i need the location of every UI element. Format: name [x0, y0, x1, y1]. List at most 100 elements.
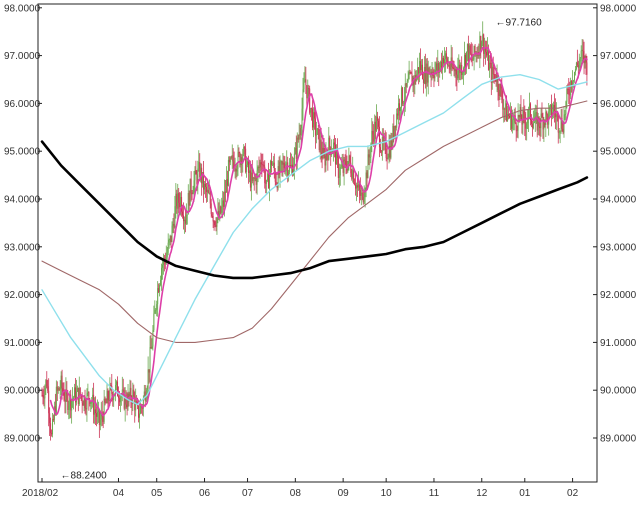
candle-body	[579, 58, 581, 62]
candle-body	[56, 386, 58, 391]
candle-body	[287, 162, 289, 176]
y-tick-label-left: 97.0000	[4, 51, 41, 62]
candle-body	[566, 89, 568, 102]
candle-body	[257, 167, 259, 171]
candle-body	[304, 79, 306, 83]
candle-body	[458, 64, 460, 72]
candle-body	[175, 193, 177, 207]
candle-body	[399, 103, 401, 111]
candle-body	[45, 380, 47, 389]
candle-body	[245, 148, 247, 172]
candle-body	[537, 116, 539, 131]
candle-body	[377, 116, 379, 121]
candle-body	[68, 405, 70, 410]
candle-body	[568, 89, 570, 95]
candle-body	[452, 67, 454, 68]
candle-body	[156, 304, 158, 310]
y-tick-label-right: 98.0000	[600, 3, 637, 14]
candle-body	[486, 50, 488, 56]
candle-body	[446, 58, 448, 66]
candle-body	[219, 206, 221, 219]
candle-body	[341, 164, 343, 167]
candle-body	[170, 235, 172, 242]
candle-body	[472, 59, 474, 61]
candle-body	[356, 185, 358, 189]
candle-body	[91, 402, 93, 403]
extreme-value-annotation: ←97.7160	[496, 17, 543, 28]
candle-body	[229, 157, 231, 163]
candle-body	[397, 113, 399, 116]
candle-body	[407, 79, 409, 82]
candle-body	[264, 166, 266, 184]
candle-body	[398, 103, 400, 116]
candle-body	[117, 381, 119, 397]
candle-body	[51, 433, 53, 435]
candle-body	[178, 193, 180, 203]
candle-body	[317, 128, 319, 130]
y-tick-label-right: 92.0000	[600, 290, 637, 301]
candle-body	[575, 62, 577, 70]
candle-body	[230, 157, 232, 159]
candle-body	[567, 89, 569, 90]
candle-body	[335, 150, 337, 165]
candle-body	[489, 62, 491, 64]
candle-body	[108, 400, 110, 402]
candle-body	[95, 413, 97, 417]
candle-body	[329, 137, 331, 148]
candle-body	[532, 123, 534, 128]
candle-body	[340, 166, 342, 168]
candle-body	[281, 161, 283, 165]
candle-body	[424, 66, 426, 85]
candle-body	[199, 162, 201, 178]
candle-body	[299, 134, 301, 136]
candle-body	[234, 168, 236, 170]
candle-body	[269, 172, 271, 189]
candle-body	[511, 120, 513, 129]
candle-body	[290, 165, 292, 168]
candle-body	[336, 150, 338, 158]
candle-body	[362, 193, 364, 203]
candle-body	[142, 398, 144, 409]
candle-body	[152, 330, 154, 347]
candle-body	[488, 62, 490, 70]
y-tick-label-right: 90.0000	[600, 386, 637, 397]
candle-body	[148, 369, 150, 373]
candle-body	[453, 67, 455, 72]
candle-body	[258, 167, 260, 168]
candle-body	[491, 66, 493, 83]
candle-body	[93, 394, 95, 415]
candle-body	[244, 146, 246, 149]
candle-body	[378, 126, 380, 148]
candle-body	[409, 72, 411, 74]
candle-body	[184, 219, 186, 224]
candle-body	[238, 152, 240, 154]
candle-body	[484, 48, 486, 54]
candle-body	[190, 178, 192, 194]
candle-body	[260, 162, 262, 165]
candle-body	[570, 80, 572, 95]
candle-body	[410, 72, 412, 74]
x-tick-label: 06	[199, 488, 211, 499]
candle-body	[194, 170, 196, 181]
candle-body	[247, 161, 249, 165]
candle-body	[525, 123, 527, 129]
candle-body	[200, 167, 202, 178]
candle-body	[161, 267, 162, 280]
candle-body	[87, 392, 89, 394]
candle-body	[104, 398, 106, 403]
candle-body	[393, 126, 395, 137]
candle-body	[213, 221, 215, 223]
candle-body	[231, 155, 233, 159]
candle-body	[480, 36, 482, 49]
candle-body	[47, 386, 49, 391]
candle-body	[278, 166, 280, 175]
candle-body	[76, 387, 78, 392]
candle-body	[111, 385, 113, 394]
candle-body	[392, 126, 394, 146]
candle-body	[581, 49, 583, 51]
candle-body	[110, 385, 112, 387]
candle-body	[448, 64, 450, 69]
candle-body	[515, 122, 517, 131]
candle-body	[286, 162, 288, 164]
candle-body	[268, 173, 270, 189]
